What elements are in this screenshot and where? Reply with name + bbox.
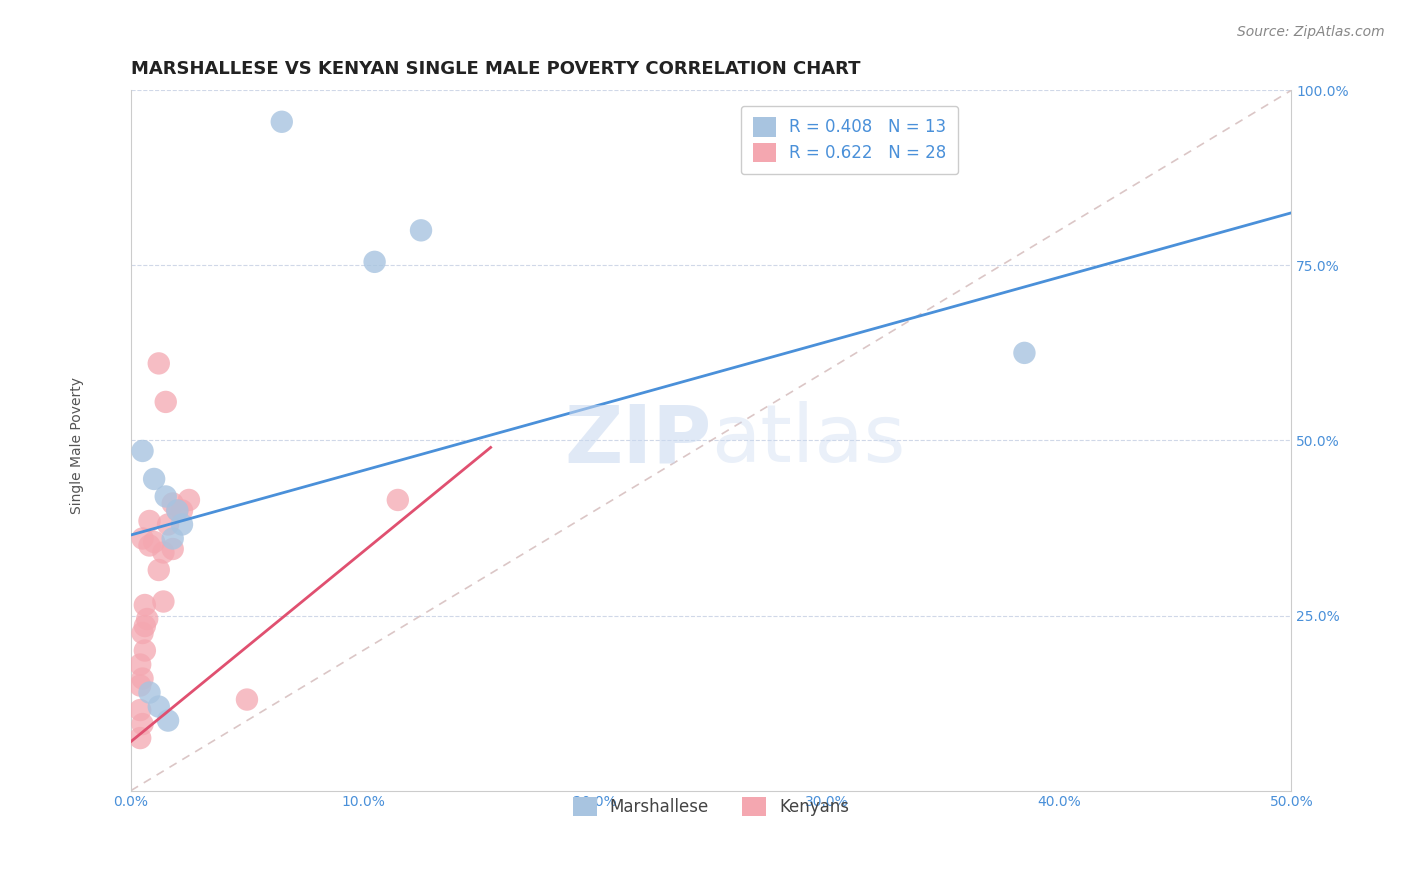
Point	[138, 539, 160, 553]
Point	[148, 563, 170, 577]
Point	[170, 503, 193, 517]
Point	[170, 517, 193, 532]
Point	[134, 619, 156, 633]
Point	[129, 731, 152, 745]
Point	[166, 503, 188, 517]
Point	[409, 223, 432, 237]
Point	[148, 356, 170, 370]
Point	[129, 657, 152, 672]
Point	[138, 514, 160, 528]
Point	[129, 703, 152, 717]
Point	[138, 685, 160, 699]
Point	[131, 717, 153, 731]
Point	[131, 672, 153, 686]
Point	[152, 594, 174, 608]
Point	[143, 535, 166, 549]
Point	[162, 532, 184, 546]
Point	[387, 492, 409, 507]
Point	[177, 492, 200, 507]
Point	[166, 503, 188, 517]
Point	[157, 517, 180, 532]
Point	[131, 626, 153, 640]
Point	[131, 532, 153, 546]
Point	[157, 714, 180, 728]
Text: Source: ZipAtlas.com: Source: ZipAtlas.com	[1237, 25, 1385, 39]
Text: MARSHALLESE VS KENYAN SINGLE MALE POVERTY CORRELATION CHART: MARSHALLESE VS KENYAN SINGLE MALE POVERT…	[131, 60, 860, 78]
Point	[155, 395, 177, 409]
Point	[162, 496, 184, 510]
Point	[134, 643, 156, 657]
Point	[270, 115, 292, 129]
Point	[136, 612, 159, 626]
Point	[129, 679, 152, 693]
Point	[162, 541, 184, 556]
Point	[236, 692, 259, 706]
Point	[131, 444, 153, 458]
Point	[1014, 346, 1036, 360]
Point	[143, 472, 166, 486]
Point	[148, 699, 170, 714]
Text: ZIP: ZIP	[564, 401, 711, 479]
Point	[363, 255, 385, 269]
Text: atlas: atlas	[711, 401, 905, 479]
Text: Single Male Poverty: Single Male Poverty	[70, 377, 84, 515]
Legend: Marshallese, Kenyans: Marshallese, Kenyans	[565, 789, 858, 824]
Point	[134, 598, 156, 612]
Point	[155, 490, 177, 504]
Point	[152, 545, 174, 559]
